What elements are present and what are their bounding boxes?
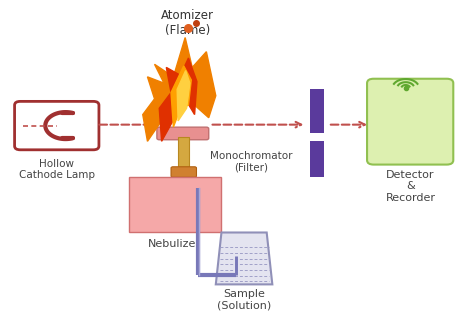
Text: Detector
&
Recorder: Detector & Recorder — [385, 169, 436, 203]
Text: Atomizer
(Flame): Atomizer (Flame) — [161, 9, 214, 37]
Text: Hollow
Cathode Lamp: Hollow Cathode Lamp — [19, 159, 95, 180]
Bar — [178, 137, 190, 173]
Bar — [310, 141, 324, 177]
Polygon shape — [159, 58, 197, 141]
Bar — [310, 89, 324, 134]
Text: Sample
(Solution): Sample (Solution) — [217, 289, 271, 311]
Polygon shape — [216, 232, 273, 284]
FancyBboxPatch shape — [367, 79, 453, 165]
FancyBboxPatch shape — [157, 127, 209, 140]
FancyBboxPatch shape — [128, 177, 220, 232]
Text: Nebulizer: Nebulizer — [148, 239, 201, 249]
Polygon shape — [171, 66, 191, 127]
FancyBboxPatch shape — [15, 101, 99, 150]
Text: Monochromator
(Filter): Monochromator (Filter) — [210, 151, 292, 172]
Polygon shape — [177, 71, 190, 121]
FancyBboxPatch shape — [171, 167, 197, 177]
Polygon shape — [143, 38, 216, 141]
